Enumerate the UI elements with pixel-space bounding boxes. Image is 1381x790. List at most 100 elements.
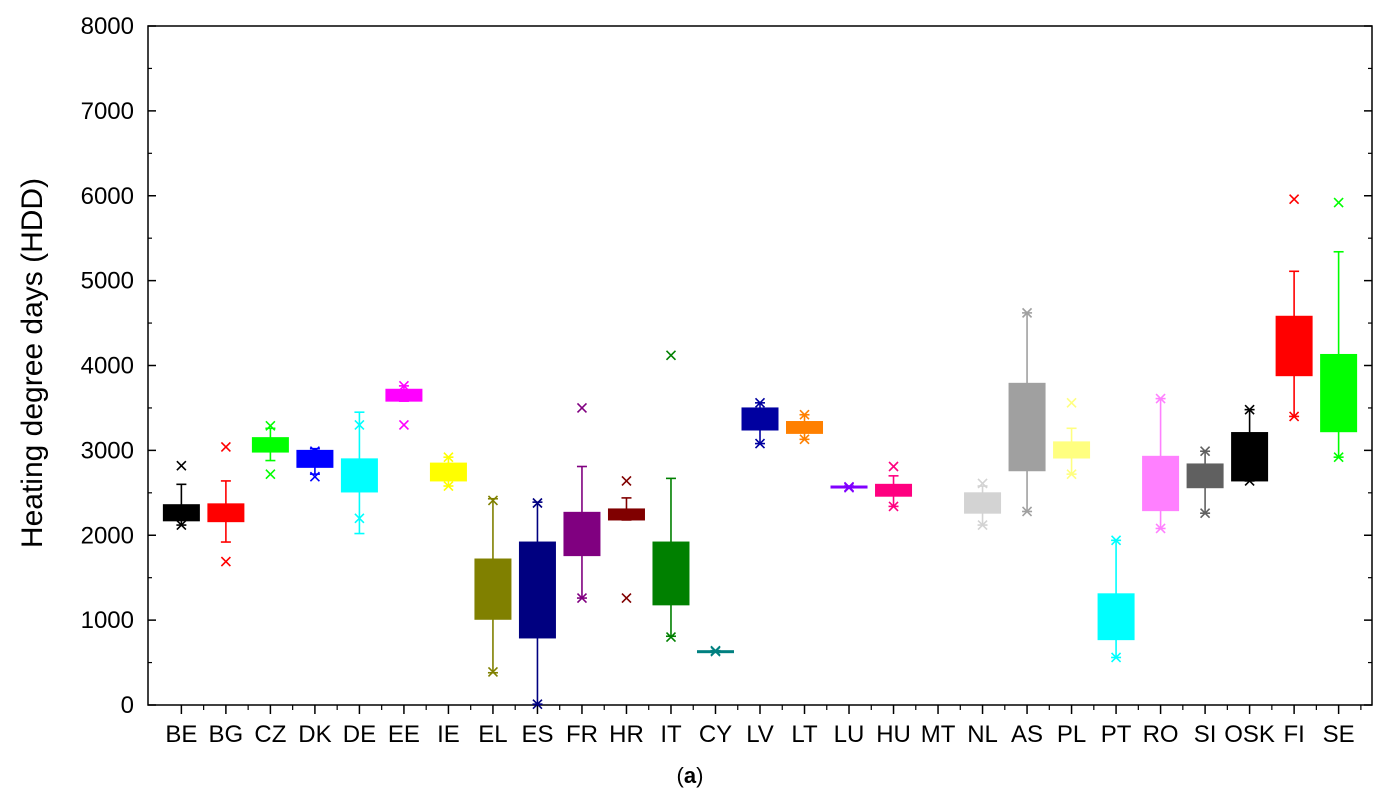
plot-border xyxy=(148,26,1372,705)
outlier-marker xyxy=(577,403,586,412)
iqr-box xyxy=(1054,442,1090,458)
iqr-box xyxy=(1098,594,1134,640)
iqr-box xyxy=(742,408,778,430)
outlier-marker xyxy=(399,420,408,429)
box-ee xyxy=(386,381,422,429)
y-tick-label: 2000 xyxy=(81,522,134,549)
outlier-marker xyxy=(666,351,675,360)
y-tick-label: 4000 xyxy=(81,353,134,380)
x-tick-label: OSK xyxy=(1224,721,1275,748)
y-axis-label: Heating degree days (HDD) xyxy=(16,178,49,548)
outlier-marker xyxy=(622,594,631,603)
iqr-box xyxy=(1187,464,1223,488)
x-tick-label: CZ xyxy=(254,721,286,748)
x-tick-label: IE xyxy=(437,721,460,748)
box-si xyxy=(1187,447,1223,518)
x-tick-label: CY xyxy=(699,721,732,748)
plot-area xyxy=(148,26,1372,705)
iqr-box xyxy=(1232,433,1268,481)
box-hr xyxy=(608,476,644,602)
box-se xyxy=(1321,198,1357,462)
x-tick-label: RO xyxy=(1143,721,1179,748)
box-osk xyxy=(1232,405,1268,485)
outlier-marker xyxy=(1067,398,1076,407)
box-cy xyxy=(697,646,733,656)
outlier-marker xyxy=(221,442,230,451)
iqr-box xyxy=(297,450,333,467)
iqr-box xyxy=(608,509,644,520)
box-pl xyxy=(1054,398,1090,478)
box-ie xyxy=(430,453,466,491)
iqr-box xyxy=(564,512,600,555)
box-ro xyxy=(1143,394,1179,533)
box-as xyxy=(1009,308,1045,516)
box-lu xyxy=(831,482,867,492)
iqr-box xyxy=(386,389,422,401)
box-lv xyxy=(742,398,778,448)
iqr-box xyxy=(1276,316,1312,375)
x-tick-label: PL xyxy=(1057,721,1086,748)
box-lt xyxy=(787,410,823,444)
figure-caption: (a) xyxy=(677,763,704,788)
x-tick-label: LU xyxy=(834,721,865,748)
iqr-box xyxy=(519,542,555,638)
x-tick-label: AS xyxy=(1011,721,1043,748)
x-tick-label: ES xyxy=(521,721,553,748)
iqr-box xyxy=(163,505,199,521)
iqr-box xyxy=(876,484,912,496)
x-tick-label: FR xyxy=(566,721,598,748)
box-cz xyxy=(252,421,288,478)
box-pt xyxy=(1098,536,1134,662)
iqr-box xyxy=(1321,354,1357,431)
y-tick-label: 3000 xyxy=(81,437,134,464)
x-tick-label: HU xyxy=(876,721,911,748)
x-tick-label: LV xyxy=(746,721,774,748)
iqr-box xyxy=(475,559,511,619)
box-fi xyxy=(1276,195,1312,421)
x-tick-label: LT xyxy=(791,721,818,748)
outlier-marker xyxy=(1290,195,1299,204)
outlier-marker xyxy=(266,470,275,479)
box-be xyxy=(163,461,199,529)
y-tick-label: 7000 xyxy=(81,98,134,125)
x-tick-label: MT xyxy=(921,721,956,748)
iqr-box xyxy=(252,438,288,452)
x-tick-label: IT xyxy=(660,721,682,748)
x-axis: BE BG CZ DK DE EE IE EL ES FR HR IT CY LV LT LU HU MT NL AS… xyxy=(165,705,1360,748)
box-es xyxy=(519,498,555,708)
x-tick-label: DK xyxy=(298,721,331,748)
iqr-box xyxy=(653,542,689,605)
outlier-marker xyxy=(622,476,631,485)
outlier-marker xyxy=(177,461,186,470)
x-tick-label: EL xyxy=(478,721,507,748)
y-tick-label: 6000 xyxy=(81,183,134,210)
y-axis: 0 1000 2000 3000 4000 5000 6000 7000 8000 xyxy=(81,13,1372,719)
box-it xyxy=(653,351,689,642)
box-bg xyxy=(208,442,244,566)
box-fr xyxy=(564,403,600,602)
outlier-marker xyxy=(889,462,898,471)
iqr-box xyxy=(787,422,823,434)
iqr-box xyxy=(208,504,244,522)
caption-letter: a xyxy=(684,763,697,788)
x-tick-label: HR xyxy=(609,721,644,748)
y-tick-label: 0 xyxy=(121,692,134,719)
y-tick-label: 5000 xyxy=(81,268,134,295)
x-tick-label: SI xyxy=(1194,721,1217,748)
outlier-marker xyxy=(221,557,230,566)
outlier-marker xyxy=(1334,198,1343,207)
x-tick-label: DE xyxy=(343,721,376,748)
iqr-box xyxy=(341,459,377,492)
x-tick-label: BG xyxy=(209,721,244,748)
box-dk xyxy=(297,447,333,481)
x-tick-label: NL xyxy=(967,721,998,748)
x-tick-label: SE xyxy=(1323,721,1355,748)
iqr-box xyxy=(430,463,466,481)
iqr-box xyxy=(1009,383,1045,470)
y-tick-label: 8000 xyxy=(81,13,134,40)
x-tick-label: EE xyxy=(388,721,420,748)
x-tick-label: PT xyxy=(1101,721,1132,748)
caption-close: ) xyxy=(696,763,703,788)
box-el xyxy=(475,496,511,676)
